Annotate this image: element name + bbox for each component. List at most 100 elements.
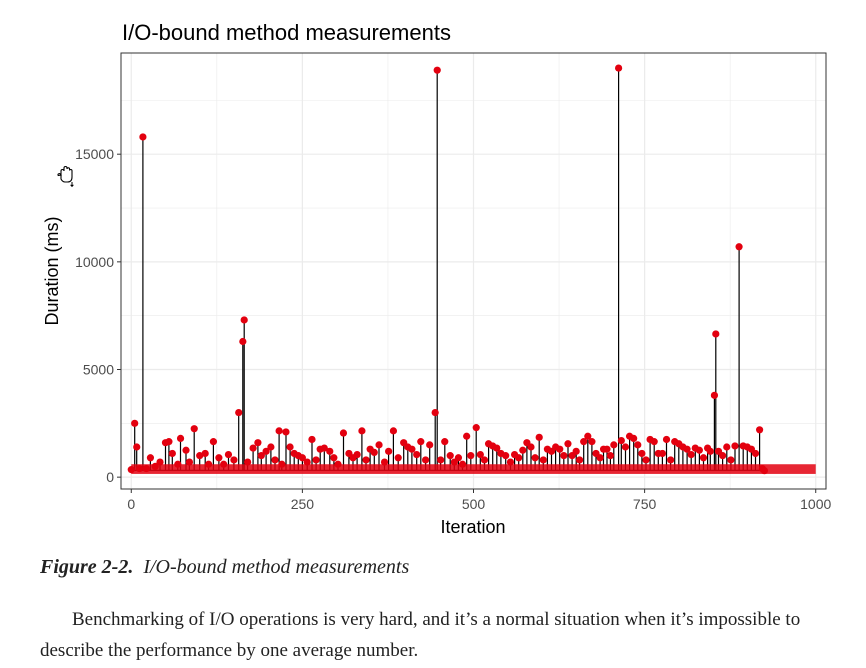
data-point — [723, 443, 731, 451]
data-point — [127, 466, 135, 474]
data-point — [312, 456, 320, 464]
data-point — [220, 460, 228, 468]
y-tick-label: 15000 — [75, 146, 114, 162]
data-point — [385, 447, 393, 455]
data-point — [735, 243, 743, 251]
data-point — [667, 456, 675, 464]
data-point — [606, 452, 614, 460]
data-point — [339, 429, 348, 437]
data-point — [506, 458, 515, 466]
data-point — [727, 456, 735, 464]
data-point — [580, 438, 588, 446]
data-point — [539, 456, 547, 464]
data-point — [244, 458, 252, 466]
data-point — [756, 426, 764, 434]
data-point — [515, 454, 523, 462]
data-point — [437, 456, 445, 464]
data-point — [205, 460, 213, 468]
y-tick-label: 5000 — [83, 362, 114, 378]
data-point — [463, 432, 471, 440]
data-point — [531, 454, 539, 462]
x-tick-label: 500 — [462, 496, 486, 512]
data-point — [706, 447, 714, 455]
data-point — [630, 434, 638, 443]
data-point — [615, 64, 623, 72]
data-point — [584, 432, 592, 440]
data-point — [476, 450, 484, 459]
data-point — [472, 424, 480, 432]
x-tick-label: 750 — [633, 496, 657, 512]
hand-cursor-icon — [57, 165, 74, 188]
x-axis-title: Iteration — [440, 517, 505, 537]
data-point — [286, 443, 294, 451]
data-point — [326, 447, 334, 455]
data-point — [142, 464, 150, 473]
io-bound-chart: I/O-bound method measurements 0 250 500 750… — [42, 20, 832, 537]
data-point — [308, 435, 316, 444]
data-point — [254, 439, 262, 447]
data-point — [751, 449, 760, 458]
duration-series-points — [127, 64, 768, 475]
data-point — [596, 454, 604, 462]
data-point — [650, 438, 658, 446]
data-point — [362, 456, 370, 464]
data-point — [151, 462, 159, 470]
data-point — [603, 445, 611, 453]
y-axis-ticks: 0 5000 10000 15000 — [75, 146, 121, 485]
data-point — [146, 454, 155, 462]
data-point — [165, 438, 173, 446]
data-point — [176, 434, 185, 443]
data-point — [282, 428, 290, 436]
data-point — [298, 454, 306, 462]
data-point — [502, 452, 510, 460]
data-point — [230, 456, 238, 464]
data-point — [267, 443, 275, 451]
data-point — [617, 436, 625, 445]
data-point — [174, 460, 182, 468]
data-point — [209, 438, 218, 446]
data-point — [275, 427, 283, 435]
y-tick-label: 0 — [106, 469, 114, 485]
data-point — [320, 444, 328, 452]
y-tick-label: 10000 — [75, 254, 114, 270]
x-tick-label: 0 — [127, 496, 135, 512]
data-point — [131, 419, 139, 427]
data-point — [480, 456, 489, 464]
data-point — [394, 454, 402, 462]
data-point — [431, 408, 439, 417]
data-point — [610, 441, 618, 449]
data-point — [278, 460, 286, 468]
data-point — [433, 66, 441, 74]
data-point — [215, 454, 223, 462]
data-point — [556, 445, 564, 453]
data-point — [413, 450, 421, 459]
data-point — [334, 460, 342, 468]
data-point — [421, 456, 430, 464]
body-paragraph: Benchmarking of I/O operations is very h… — [40, 609, 801, 661]
figure-label: Figure 2-2. — [40, 556, 134, 578]
x-axis-ticks: 0 250 500 750 1000 — [127, 489, 832, 512]
data-point — [370, 448, 378, 456]
data-point — [634, 441, 642, 449]
data-point — [493, 444, 501, 452]
data-point — [458, 460, 467, 468]
data-point — [168, 449, 176, 458]
data-point — [240, 316, 248, 324]
data-point — [201, 449, 209, 458]
data-point — [575, 456, 584, 464]
data-point — [408, 445, 416, 453]
data-point — [224, 450, 233, 459]
data-point — [156, 458, 164, 466]
data-point — [454, 454, 463, 462]
data-point — [133, 443, 141, 451]
data-point — [712, 330, 720, 338]
data-point — [527, 443, 535, 451]
data-point — [535, 433, 543, 441]
data-point — [710, 391, 719, 399]
data-point — [695, 446, 703, 454]
data-point — [426, 441, 434, 449]
data-point — [687, 450, 695, 459]
data-point — [699, 454, 708, 462]
data-point — [139, 133, 147, 141]
data-point — [760, 467, 768, 475]
